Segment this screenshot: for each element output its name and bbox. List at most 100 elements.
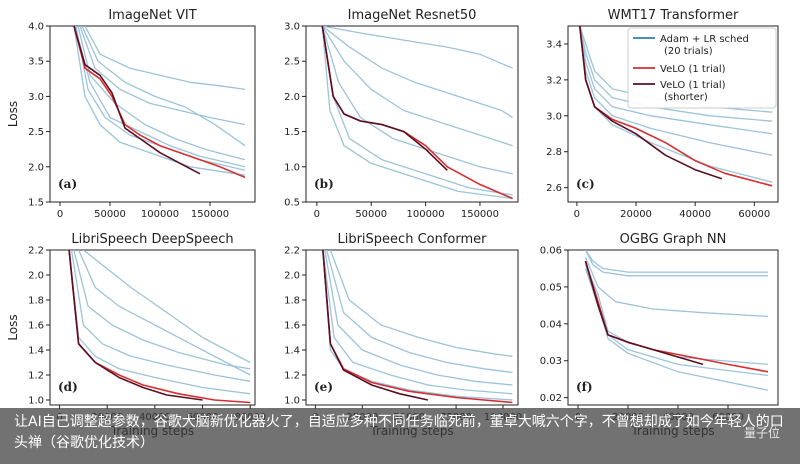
panel-5-panel-label: (e) bbox=[314, 380, 333, 394]
panel-2-ytick-label-5: 2.5 bbox=[284, 57, 300, 68]
panel-4-ytick-label-4: 1.6 bbox=[28, 321, 44, 332]
panel-5-series-adam-3 bbox=[325, 250, 513, 374]
panel-1-xtick-label-2: 50000 bbox=[94, 209, 126, 220]
panel-3-series-adam-4 bbox=[579, 26, 773, 122]
panel-1-xtick-label-4: 150000 bbox=[191, 209, 229, 220]
panel-4-ylabel: Loss bbox=[6, 314, 20, 340]
panel-3-legend-sublabel-3: (shorter) bbox=[664, 92, 708, 103]
panel-2-series-adam-3 bbox=[321, 26, 513, 147]
panel-2-series-velo_short-8 bbox=[321, 26, 448, 171]
panel-4-series-adam-2 bbox=[70, 250, 251, 382]
panel-6-series-adam-3 bbox=[584, 257, 769, 318]
panel-5-ytick-label-2: 1.2 bbox=[284, 371, 300, 382]
panel-3-legend-sublabel-1: (20 trials) bbox=[664, 46, 713, 57]
panel-2-ytick-label-2: 1.0 bbox=[284, 162, 300, 173]
panel-4-ytick-label-2: 1.2 bbox=[28, 371, 44, 382]
panel-1-series-adam-4 bbox=[77, 26, 246, 161]
panel-4-ytick-label-5: 1.8 bbox=[28, 296, 44, 307]
panel-1-series-velo-8 bbox=[73, 26, 246, 179]
panel-5-series-adam-2 bbox=[324, 250, 513, 386]
panel-2-ytick-label-4: 2.0 bbox=[284, 92, 300, 103]
panel-3-ytick-label-5: 3.4 bbox=[546, 39, 562, 50]
panel-2-series-adam-5 bbox=[322, 26, 513, 69]
panel-3-legend-box bbox=[627, 27, 777, 109]
panel-5-ytick-label-6: 2.0 bbox=[284, 271, 300, 282]
panel-3-title: WMT17 Transformer bbox=[608, 8, 739, 23]
panel-2-panel-label: (b) bbox=[314, 177, 334, 191]
panel-5-series-adam-1 bbox=[322, 250, 513, 395]
panel-1-ytick-label-4: 3.0 bbox=[28, 92, 44, 103]
panel-5-ytick-label-7: 2.2 bbox=[284, 246, 300, 257]
panel-2-xtick-label-4: 150000 bbox=[461, 209, 499, 220]
panel-4-ytick-label-7: 2.2 bbox=[28, 246, 44, 257]
panel-3-series-adam-2 bbox=[579, 26, 773, 156]
panel-4-ytick-label-6: 2.0 bbox=[28, 271, 44, 282]
panel-5-ytick-label-5: 1.8 bbox=[284, 296, 300, 307]
panel-5-ytick-label-4: 1.6 bbox=[284, 321, 300, 332]
panel-1-series-adam-3 bbox=[84, 26, 246, 91]
panel-1-series-adam-5 bbox=[81, 26, 246, 147]
panel-5-series-velo_short-7 bbox=[322, 250, 429, 401]
panel-1-ytick-label-1: 1.5 bbox=[28, 198, 44, 209]
panel-3-legend-label-3: VeLO (1 trial) bbox=[660, 80, 726, 91]
panel-3-xtick-label-2: 20000 bbox=[620, 209, 652, 220]
panel-6-axes-frame bbox=[567, 249, 779, 406]
panel-1-ytick-label-5: 3.5 bbox=[28, 57, 44, 68]
panel-4-series-velo_short-7 bbox=[68, 250, 203, 401]
panel-4-ytick-label-1: 1.0 bbox=[28, 396, 44, 407]
panel-1-ytick-label-2: 2.0 bbox=[28, 162, 44, 173]
panel-1-series-adam-2 bbox=[79, 26, 246, 126]
panel-3-series-velo_short-7 bbox=[579, 26, 723, 180]
panel-4-title: LibriSpeech DeepSpeech bbox=[71, 232, 233, 247]
panel-2-series-adam-4 bbox=[321, 26, 513, 119]
panel-6-ytick-label-4: 0.05 bbox=[540, 282, 562, 293]
panel-3-xtick-label-4: 60000 bbox=[738, 209, 770, 220]
panel-3-ytick-label-3: 3.0 bbox=[546, 111, 562, 122]
panel-3-ytick-label-1: 2.6 bbox=[546, 183, 562, 194]
panel-2-title: ImageNet Resnet50 bbox=[348, 8, 477, 23]
panel-1-series-adam-7 bbox=[73, 26, 246, 176]
panel-6-panel-label: (f) bbox=[576, 380, 593, 394]
panel-6-ytick-label-1: 0.02 bbox=[540, 393, 562, 404]
watermark-logo: 量子位 bbox=[743, 426, 780, 440]
panel-3-xtick-label-3: 40000 bbox=[679, 209, 711, 220]
panel-6-ytick-label-2: 0.03 bbox=[540, 356, 562, 367]
panel-1-title: ImageNet VIT bbox=[108, 8, 196, 23]
panel-6-series-velo_short-8 bbox=[584, 260, 704, 366]
panel-3-xtick-label-1: 0 bbox=[574, 209, 580, 220]
panel-5-series-adam-5 bbox=[322, 250, 513, 401]
panel-6-ytick-label-5: 0.06 bbox=[540, 246, 562, 257]
panel-5-series-adam-4 bbox=[329, 250, 513, 357]
caption-overlay bbox=[0, 408, 800, 464]
panel-1-axes-frame bbox=[49, 25, 256, 203]
panel-6-series-adam-1 bbox=[584, 250, 768, 273]
panel-2-series-adam-2 bbox=[321, 26, 513, 175]
panel-2-xtick-label-2: 50000 bbox=[355, 209, 387, 220]
panel-1-ytick-label-3: 2.5 bbox=[28, 127, 44, 138]
panel-3-panel-label: (c) bbox=[576, 177, 595, 191]
panel-4-series-adam-5 bbox=[82, 250, 251, 364]
panel-6-title: OGBG Graph NN bbox=[620, 232, 727, 247]
panel-3-legend-label-1: Adam + LR sched bbox=[660, 34, 749, 45]
panel-3-series-adam-3 bbox=[579, 26, 773, 135]
panel-2-ytick-label-3: 1.5 bbox=[284, 127, 300, 138]
caption-text: 让AI自己调整超参数，谷歌大脑新优化器火了，自适应多种不同任务临死前，董卓大喊六… bbox=[14, 414, 784, 451]
panel-1-ylabel: Loss bbox=[6, 101, 20, 127]
panel-5-title: LibriSpeech Conformer bbox=[337, 232, 487, 247]
panel-5-ytick-label-1: 1.0 bbox=[284, 396, 300, 407]
panel-5-ytick-label-3: 1.4 bbox=[284, 346, 300, 357]
panel-3-ytick-label-4: 3.2 bbox=[546, 75, 562, 86]
panel-2-ytick-label-1: 0.5 bbox=[284, 198, 300, 209]
panel-3-legend-label-2: VeLO (1 trial) bbox=[660, 64, 726, 75]
panel-2-xtick-label-1: 0 bbox=[314, 209, 320, 220]
panel-1-series-adam-1 bbox=[74, 26, 246, 168]
panel-2-xtick-label-3: 100000 bbox=[406, 209, 444, 220]
panel-4-ytick-label-3: 1.4 bbox=[28, 346, 44, 357]
panel-2-axes-frame bbox=[305, 25, 519, 203]
panel-6-ytick-label-3: 0.04 bbox=[540, 319, 562, 330]
panel-1-ytick-label-6: 4.0 bbox=[28, 22, 44, 33]
panel-4-panel-label: (d) bbox=[58, 380, 78, 394]
panel-1-xtick-label-1: 0 bbox=[57, 209, 63, 220]
panel-4-series-adam-4 bbox=[78, 250, 251, 376]
